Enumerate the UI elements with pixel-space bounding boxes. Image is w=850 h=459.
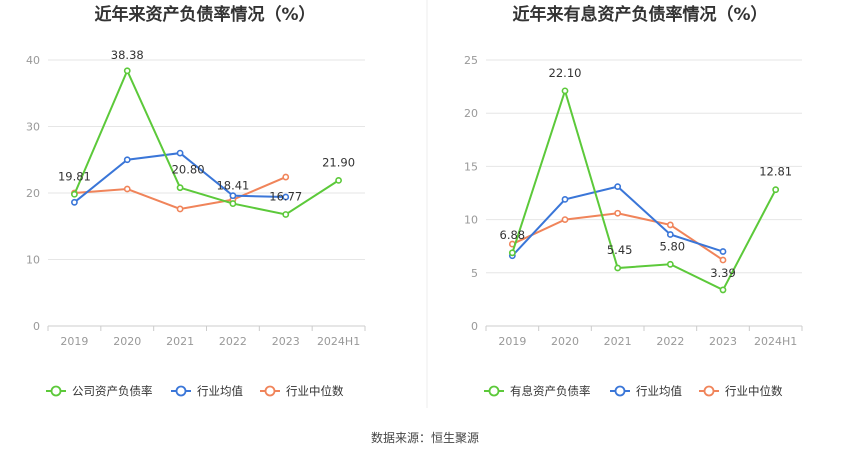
x-tick-label: 2021 <box>166 335 194 348</box>
y-tick-label: 0 <box>471 320 478 333</box>
legend-label: 行业中位数 <box>725 384 783 398</box>
data-label: 16.77 <box>269 189 302 203</box>
data-label: 19.81 <box>58 169 91 183</box>
data-point <box>229 200 237 207</box>
data-point <box>123 67 131 75</box>
x-tick-label: 2022 <box>219 335 247 348</box>
legend-label: 行业中位数 <box>286 384 344 398</box>
x-tick-label: 2024H1 <box>317 335 360 348</box>
chart-1: 近年来资产负债率情况（%） 0 10 20 30 40 2019 2020 2021 2022 20… <box>26 4 366 398</box>
data-label: 21.90 <box>322 155 355 169</box>
y-tick-label: 20 <box>26 187 40 200</box>
data-label: 5.45 <box>607 243 633 257</box>
data-point <box>614 209 622 217</box>
data-point <box>335 176 342 184</box>
data-source: 数据来源：恒生聚源 <box>370 431 479 445</box>
data-point <box>508 249 516 257</box>
y-tick-label: 0 <box>33 320 40 333</box>
chart-title: 近年来资产负债率情况（%） <box>94 4 315 25</box>
chart-title: 近年来有息资产负债率情况（%） <box>512 4 767 25</box>
y-tick-label: 10 <box>464 214 478 227</box>
data-label: 3.39 <box>710 266 736 280</box>
legend-marker <box>488 385 500 397</box>
data-label: 20.80 <box>172 163 205 177</box>
series-1 <box>508 87 780 294</box>
legend-marker <box>614 385 626 397</box>
data-point <box>176 184 184 192</box>
y-tick-label: 5 <box>471 267 478 280</box>
data-label: 5.80 <box>660 239 686 253</box>
y-tick-label: 20 <box>464 107 478 120</box>
legend-marker <box>50 385 62 397</box>
series-line <box>511 87 777 292</box>
legend-item-2[interactable]: 行业均值 <box>171 384 243 398</box>
data-point <box>666 260 674 268</box>
series-line <box>73 152 286 204</box>
legend-marker <box>703 385 715 397</box>
data-point <box>282 211 290 218</box>
data-point <box>176 149 184 157</box>
data-point <box>772 186 780 194</box>
data-point <box>176 205 184 213</box>
legend-item-1[interactable]: 有息资产负债率 <box>484 384 591 398</box>
legend-label: 公司资产负债率 <box>72 384 153 398</box>
legend-item-1[interactable]: 公司资产负债率 <box>46 384 153 398</box>
y-tick-label: 30 <box>26 121 40 134</box>
data-point <box>123 185 131 193</box>
data-point <box>561 87 569 95</box>
legend-item-3[interactable]: 行业中位数 <box>260 384 344 398</box>
series-2 <box>71 149 290 206</box>
data-point <box>71 198 78 206</box>
series-line <box>73 68 340 216</box>
y-tick-label: 40 <box>26 54 40 67</box>
x-tick-label: 2022 <box>656 335 684 348</box>
data-point <box>282 173 290 181</box>
y-tick-label: 25 <box>464 54 478 67</box>
legend-label: 行业均值 <box>636 384 682 398</box>
data-point <box>123 156 131 164</box>
legend-label: 有息资产负债率 <box>510 384 591 398</box>
x-tick-label: 2020 <box>551 335 579 348</box>
x-tick-label: 2024H1 <box>754 335 797 348</box>
data-point <box>282 193 290 201</box>
data-point <box>719 286 727 294</box>
x-tick-label: 2019 <box>60 335 88 348</box>
data-point <box>666 231 674 238</box>
x-tick-label: 2021 <box>604 335 632 348</box>
data-point <box>719 256 727 264</box>
legend-marker <box>175 385 187 397</box>
data-point <box>561 195 569 203</box>
data-point <box>561 216 569 223</box>
x-tick-label: 2023 <box>709 335 737 348</box>
legend-marker <box>264 385 276 397</box>
x-tick-label: 2019 <box>498 335 526 348</box>
data-label: 12.81 <box>759 165 792 179</box>
x-tick-label: 2023 <box>272 335 300 348</box>
legend-label: 行业均值 <box>197 384 243 398</box>
data-point <box>614 264 622 272</box>
data-point <box>719 248 727 255</box>
data-label: 38.38 <box>111 48 144 62</box>
data-point <box>71 190 78 198</box>
data-point <box>614 183 622 191</box>
series-1 <box>71 67 342 218</box>
data-point <box>666 221 674 229</box>
data-label: 18.41 <box>216 179 249 193</box>
data-label: 6.88 <box>500 228 526 242</box>
x-tick-label: 2020 <box>113 335 141 348</box>
data-label: 22.10 <box>549 66 582 80</box>
legend-item-3[interactable]: 行业中位数 <box>699 384 783 398</box>
y-tick-label: 15 <box>464 160 478 173</box>
legend-item-2[interactable]: 行业均值 <box>610 384 682 398</box>
data-point <box>229 192 237 200</box>
chart-2: 近年来有息资产负债率情况（%） 0 5 10 15 20 25 2019 2020 2021 202… <box>464 4 803 398</box>
y-tick-label: 10 <box>26 254 40 267</box>
